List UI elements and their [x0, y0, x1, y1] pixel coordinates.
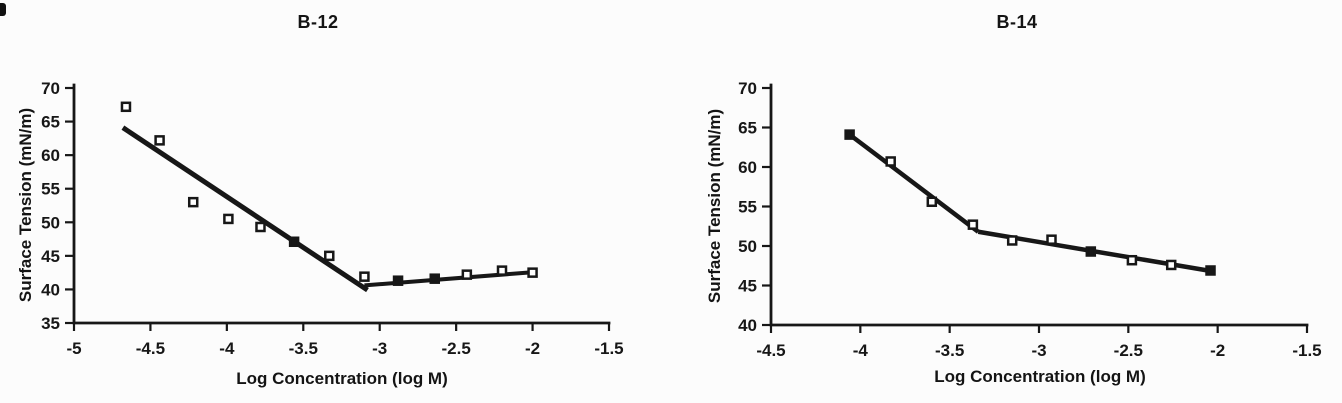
axis-lines: [72, 83, 611, 325]
y-tick-label: 50: [738, 237, 757, 256]
data-point-filled-square: [429, 273, 440, 284]
trend-line: [121, 125, 369, 293]
data-point-open-square: [1165, 259, 1177, 271]
y-tick-label: 60: [738, 158, 757, 177]
data-point-open-square: [461, 269, 473, 280]
y-tick-label: 45: [41, 247, 60, 266]
x-tick-label: -4.5: [136, 339, 165, 358]
x-tick-label: -5: [66, 339, 81, 358]
y-tick-label: 70: [738, 79, 757, 98]
x-tick-label: -4: [219, 339, 235, 358]
y-tick-label: 45: [738, 277, 757, 296]
data-point-open-square: [527, 267, 538, 278]
y-tick-label: 50: [41, 213, 60, 232]
data-point-open-square: [324, 250, 335, 262]
x-tick-label: -1.5: [1292, 341, 1321, 360]
x-tick-label: -1.5: [594, 339, 623, 358]
plot-area-b14: -4.5 -4 -3.5 -3 -2.5 -2 -1.5 40 45 50 55 60 65 70: [738, 79, 1322, 360]
y-tick-label: 60: [41, 146, 60, 165]
y-tick-label: 40: [738, 316, 757, 335]
y-tick-label: 65: [738, 119, 757, 138]
scan-artifact: [0, 3, 6, 16]
x-axis-label-b14: Log Concentration (log M): [934, 367, 1146, 386]
data-point-open-square: [967, 219, 979, 230]
axis-lines: [769, 83, 1309, 327]
data-point-open-square: [885, 156, 896, 167]
x-tick-label: -2.5: [441, 339, 470, 358]
data-point-filled-square: [1085, 246, 1097, 257]
data-point-open-square: [187, 196, 199, 208]
data-point-filled-square: [1205, 265, 1216, 276]
x-tick-label: -3.5: [935, 341, 964, 360]
data-point-open-square: [255, 221, 266, 233]
chart-b12: B-12 Surface Tension (mN/m) Log Concentr…: [0, 0, 660, 403]
y-tick-label: 55: [738, 198, 757, 217]
y-tick-label: 55: [41, 180, 60, 199]
data-point-filled-square: [288, 236, 300, 248]
data-point-open-square: [1046, 234, 1057, 245]
y-tick-label: 35: [41, 314, 60, 333]
data-point-open-square: [120, 101, 132, 113]
x-tick-label: -2: [1210, 341, 1225, 360]
chart-b14: B-14 Surface Tension (mN/m) Log Concentr…: [671, 0, 1342, 403]
x-tick-label: -2: [525, 339, 540, 358]
plot-area-b12: -5 -4.5 -4 -3.5 -3 -2.5 -2 -1.5 35 40 45 50 55 60 65 70: [41, 79, 624, 358]
y-tick-label: 70: [41, 79, 60, 98]
data-point-filled-square: [844, 129, 855, 140]
trend-line: [364, 269, 536, 288]
x-tick-label: -4.5: [756, 341, 785, 360]
data-point-open-square: [359, 271, 370, 282]
x-axis-label-b12: Log Concentration (log M): [236, 369, 448, 388]
chart-title-b12: B-12: [297, 12, 339, 32]
x-tick-label: -3: [372, 339, 387, 358]
y-tick-label: 40: [41, 280, 60, 299]
data-point-open-square: [154, 135, 165, 146]
x-tick-label: -4: [853, 341, 869, 360]
data-point-open-square: [926, 196, 938, 208]
data-point-open-square: [1126, 254, 1138, 266]
y-tick-label: 65: [41, 113, 60, 132]
chart-title-b14: B-14: [996, 12, 1038, 32]
data-point-filled-square: [392, 275, 404, 286]
data-point-open-square: [1006, 235, 1018, 246]
x-tick-label: -3: [1031, 341, 1046, 360]
x-tick-label: -3.5: [289, 339, 318, 358]
trend-line: [848, 132, 980, 234]
x-tick-label: -2.5: [1114, 341, 1143, 360]
data-point-open-square: [496, 265, 508, 276]
data-point-open-square: [223, 213, 234, 225]
